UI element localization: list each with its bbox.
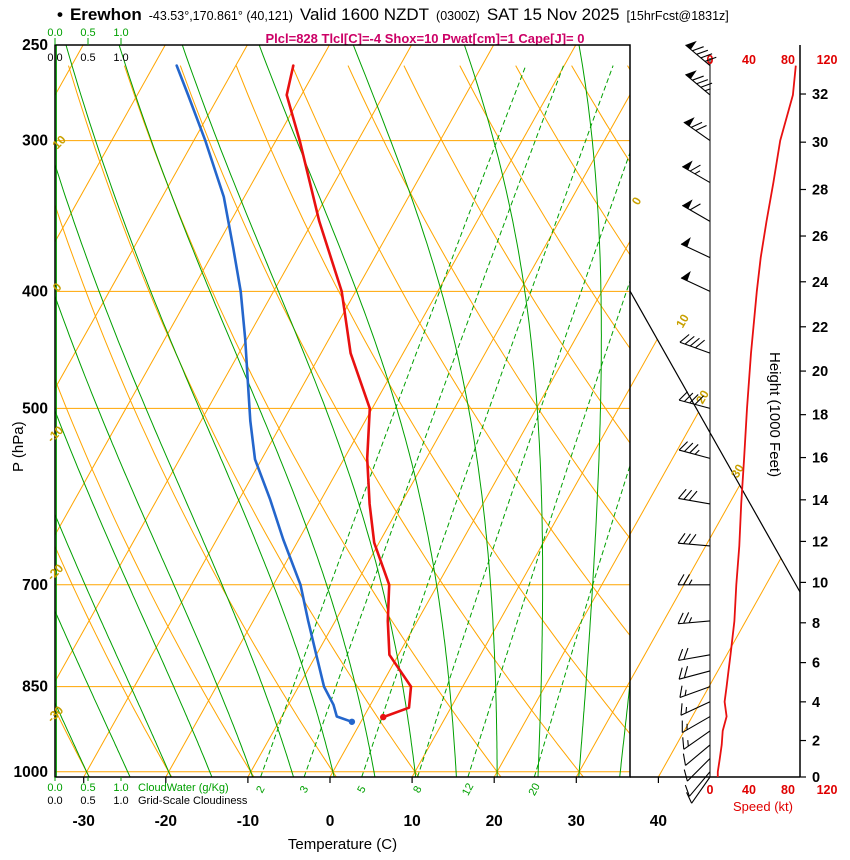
speed-tick-label-bottom: 80 [781, 783, 795, 797]
wind-barb-column [677, 40, 717, 804]
valid-date: SAT 15 Nov 2025 [486, 5, 620, 24]
cloudwater-scale-tick-bottom: 0.0 [47, 782, 62, 794]
dry-adiabat-lines [55, 65, 630, 777]
mixing-ratio-label: 3 [298, 784, 311, 795]
header-title: • Erewhon -43.53°,170.861° (40,121) Vali… [57, 5, 729, 25]
isotherm-label: 0 [629, 194, 645, 207]
cloudwater-scale-label: CloudWater (g/Kg) [138, 782, 229, 794]
temperature-curve [285, 64, 413, 719]
pressure-tick-label: 500 [22, 400, 48, 417]
station-bullet-icon: • [57, 5, 63, 24]
valid-time-utc: (0300Z) [436, 9, 480, 23]
temperature-tick-label: -10 [237, 813, 259, 830]
dry-adiabat-label: 0 [50, 280, 65, 295]
cloudiness-scale-tick-bottom: 0.0 [47, 795, 62, 807]
speed-tick-labels: 0 0 40 40 80 80 120 120 [707, 53, 838, 797]
height-tick-label: 12 [812, 534, 828, 550]
cloudwater-scale-tick-top: 1.0 [113, 27, 128, 39]
cloud-scale-labels: 0.00.00.00.00.50.50.50.51.01.01.01.0 [47, 27, 128, 807]
temperature-tick-label: 10 [403, 813, 420, 830]
surface-temperature-dot [380, 713, 387, 721]
height-tick-label: 26 [812, 229, 828, 245]
moist-adiabat-lines [55, 45, 630, 777]
stability-indices: Plcl=828 Tlcl[C]=-4 Shox=10 Pwat[cm]=1 C… [265, 31, 585, 46]
dewpoint-curve [175, 64, 354, 724]
station-coords: -43.53°,170.861° (40,121) [148, 9, 293, 23]
temperature-axis-title: Temperature (C) [287, 836, 398, 853]
speed-tick-label-top: 80 [781, 53, 795, 67]
mixing-ratio-label: 20 [527, 781, 543, 797]
height-tick-label: 8 [812, 616, 820, 632]
cloudwater-scale-tick-bottom: 1.0 [113, 782, 128, 794]
temperature-tick-labels: -30 -20 -10 0 10 20 30 40 [72, 777, 667, 830]
cloudiness-scale-label: Grid-Scale Cloudiness [138, 795, 248, 807]
temperature-tick-label: -20 [155, 813, 177, 830]
isotherm-label: 10 [673, 311, 692, 330]
height-tick-label: 30 [812, 135, 828, 151]
height-tick-label: 24 [812, 275, 828, 291]
height-tick-label: 18 [812, 408, 828, 424]
pressure-tick-label: 850 [22, 679, 48, 696]
speed-tick-label-bottom: 0 [707, 783, 714, 797]
cloudiness-scale-tick-bottom: 1.0 [113, 795, 128, 807]
cloudwater-scale-tick-top: 0.0 [47, 27, 62, 39]
height-tick-label: 20 [812, 364, 828, 380]
station-name: Erewhon [69, 5, 142, 24]
cloudiness-scale-tick-top: 0.0 [47, 52, 62, 64]
speed-tick-label-top: 40 [742, 53, 756, 67]
height-tick-label: 6 [812, 656, 820, 672]
height-tick-label: 32 [812, 87, 828, 103]
plot-frame [54, 44, 801, 778]
speed-tick-label-bottom: 40 [742, 783, 756, 797]
pressure-tick-labels: 250 300 400 500 700 850 1000 [14, 37, 48, 781]
pressure-tick-label: 300 [22, 133, 48, 150]
surface-dewpoint-dot [348, 718, 356, 725]
mixing-ratio-label: 8 [411, 784, 424, 795]
temperature-tick-label: 20 [486, 813, 503, 830]
cloudwater-scale-tick-top: 0.5 [80, 27, 95, 39]
mixing-ratio-label: 2 [254, 784, 267, 795]
isotherm-lines [55, 45, 800, 777]
mixing-ratio-label: 5 [355, 784, 368, 795]
speed-tick-label-top: 120 [817, 53, 838, 67]
height-axis-title: Height (1000 Feet) [766, 352, 783, 478]
dry-adiabat-label: 10 [49, 132, 69, 152]
valid-time: Valid 1600 NZDT [299, 5, 430, 24]
temperature-tick-label: 40 [650, 813, 667, 830]
diagonal-boundary [629, 290, 801, 593]
speed-axis-title: Speed (kt) [733, 799, 793, 814]
speed-tick-label-bottom: 120 [817, 783, 838, 797]
mixing-ratio-lines [260, 65, 630, 777]
pressure-tick-label: 250 [22, 37, 48, 54]
pressure-tick-label: 400 [22, 283, 48, 300]
temperature-tick-label: 0 [326, 813, 335, 830]
height-tick-label: 2 [812, 734, 820, 750]
cloudiness-scale-tick-top: 0.5 [80, 52, 95, 64]
forecast-info: [15hrFcst@1831z] [626, 9, 729, 23]
pressure-axis-title: P (hPa) [10, 421, 27, 472]
temperature-tick-label: -30 [72, 813, 94, 830]
height-tick-label: 16 [812, 451, 828, 467]
height-tick-label: 22 [812, 320, 828, 336]
cloudwater-scale-tick-bottom: 0.5 [80, 782, 95, 794]
dry-adiabat-label: -10 [44, 423, 66, 445]
speed-curve [716, 65, 797, 777]
pressure-tick-label: 1000 [14, 764, 48, 781]
cloudiness-scale-tick-top: 1.0 [113, 52, 128, 64]
height-tick-label: 4 [812, 695, 820, 711]
cloudiness-scale-tick-bottom: 0.5 [80, 795, 95, 807]
pressure-tick-label: 700 [22, 577, 48, 594]
mixing-ratio-label: 12 [460, 781, 476, 797]
temperature-tick-label: 30 [568, 813, 585, 830]
height-tick-label: 14 [812, 493, 828, 509]
height-tick-label: 10 [812, 575, 828, 591]
dry-adiabat-label: -30 [44, 703, 66, 725]
height-tick-label: 28 [812, 182, 828, 198]
height-tick-label: 0 [812, 770, 820, 786]
